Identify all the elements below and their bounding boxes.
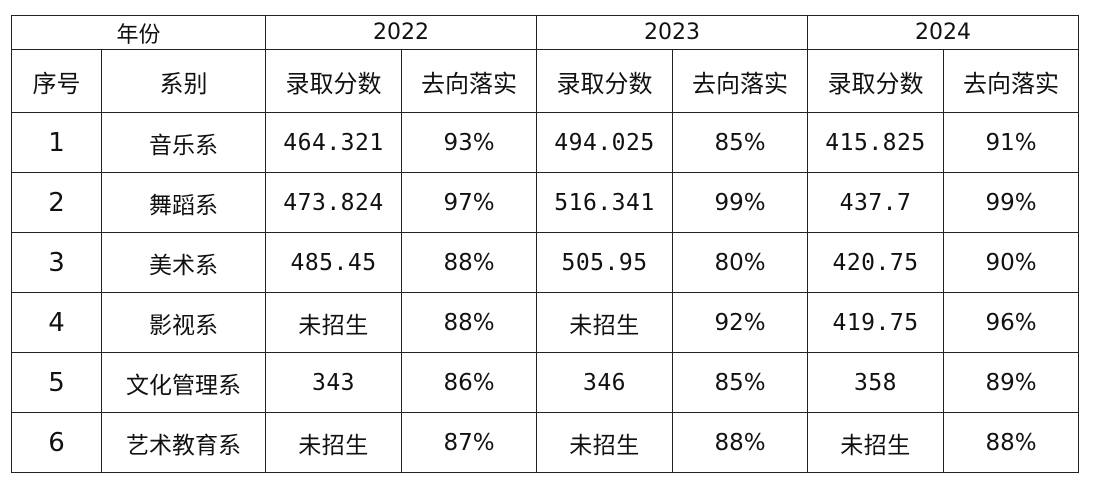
score-2024: 未招生 <box>807 412 945 473</box>
employment-rate-2024: 91% <box>943 112 1080 173</box>
row-index: 3 <box>11 232 102 293</box>
score-2022: 485.45 <box>265 232 403 293</box>
column-header-employment-2024: 去向落实 <box>943 49 1080 113</box>
employment-rate-2024: 88% <box>943 412 1080 473</box>
column-header-score-2024: 录取分数 <box>807 49 945 113</box>
column-header-department: 系别 <box>100 49 267 113</box>
row-index: 6 <box>11 412 102 473</box>
score-2024: 420.75 <box>807 232 945 293</box>
year-header-2022: 2022 <box>265 15 538 50</box>
score-2023: 未招生 <box>536 292 674 353</box>
employment-rate-2022: 88% <box>401 232 538 293</box>
row-department: 文化管理系 <box>100 352 267 413</box>
score-2022: 473.824 <box>265 172 403 233</box>
table-row: 2 舞蹈系 473.824 97% 516.341 99% 437.7 99% <box>11 172 1080 233</box>
row-index: 4 <box>11 292 102 353</box>
admission-employment-table: 年份 2022 2023 2024 序号 系别 录取分数 去向落实 录取分数 去… <box>10 15 1080 473</box>
year-header-2023: 2023 <box>536 15 809 50</box>
table-row: 6 艺术教育系 未招生 87% 未招生 88% 未招生 88% <box>11 412 1080 473</box>
score-2023: 505.95 <box>536 232 674 293</box>
row-index: 5 <box>11 352 102 413</box>
row-department: 艺术教育系 <box>100 412 267 473</box>
employment-rate-2022: 87% <box>401 412 538 473</box>
score-2023: 494.025 <box>536 112 674 173</box>
employment-rate-2022: 86% <box>401 352 538 413</box>
row-index: 1 <box>11 112 102 173</box>
row-department: 舞蹈系 <box>100 172 267 233</box>
score-2022: 未招生 <box>265 412 403 473</box>
column-header-score-2022: 录取分数 <box>265 49 403 113</box>
employment-rate-2023: 88% <box>672 412 809 473</box>
score-2024: 415.825 <box>807 112 945 173</box>
column-header-score-2023: 录取分数 <box>536 49 674 113</box>
year-header-2024: 2024 <box>807 15 1080 50</box>
table-row: 3 美术系 485.45 88% 505.95 80% 420.75 90% <box>11 232 1080 293</box>
column-header-row: 序号 系别 录取分数 去向落实 录取分数 去向落实 录取分数 去向落实 <box>11 49 1080 113</box>
employment-rate-2023: 92% <box>672 292 809 353</box>
score-2024: 437.7 <box>807 172 945 233</box>
employment-rate-2022: 93% <box>401 112 538 173</box>
employment-rate-2023: 99% <box>672 172 809 233</box>
row-department: 影视系 <box>100 292 267 353</box>
table-row: 5 文化管理系 343 86% 346 85% 358 89% <box>11 352 1080 413</box>
column-header-index: 序号 <box>11 49 102 113</box>
employment-rate-2024: 96% <box>943 292 1080 353</box>
employment-rate-2022: 88% <box>401 292 538 353</box>
score-2022: 464.321 <box>265 112 403 173</box>
row-department: 音乐系 <box>100 112 267 173</box>
score-2023: 516.341 <box>536 172 674 233</box>
year-header-row: 年份 2022 2023 2024 <box>10 15 1080 50</box>
score-2024: 419.75 <box>807 292 945 353</box>
employment-rate-2023: 85% <box>672 112 809 173</box>
year-header-label: 年份 <box>10 15 267 50</box>
employment-rate-2024: 90% <box>943 232 1080 293</box>
column-header-employment-2023: 去向落实 <box>672 49 809 113</box>
score-2023: 346 <box>536 352 674 413</box>
employment-rate-2022: 97% <box>401 172 538 233</box>
score-2022: 343 <box>265 352 403 413</box>
row-department: 美术系 <box>100 232 267 293</box>
row-index: 2 <box>11 172 102 233</box>
column-header-employment-2022: 去向落实 <box>401 49 538 113</box>
employment-rate-2024: 99% <box>943 172 1080 233</box>
employment-rate-2023: 80% <box>672 232 809 293</box>
score-2023: 未招生 <box>536 412 674 473</box>
table-row: 4 影视系 未招生 88% 未招生 92% 419.75 96% <box>11 292 1080 353</box>
score-2022: 未招生 <box>265 292 403 353</box>
score-2024: 358 <box>807 352 945 413</box>
employment-rate-2023: 85% <box>672 352 809 413</box>
table-row: 1 音乐系 464.321 93% 494.025 85% 415.825 91… <box>11 112 1080 173</box>
employment-rate-2024: 89% <box>943 352 1080 413</box>
